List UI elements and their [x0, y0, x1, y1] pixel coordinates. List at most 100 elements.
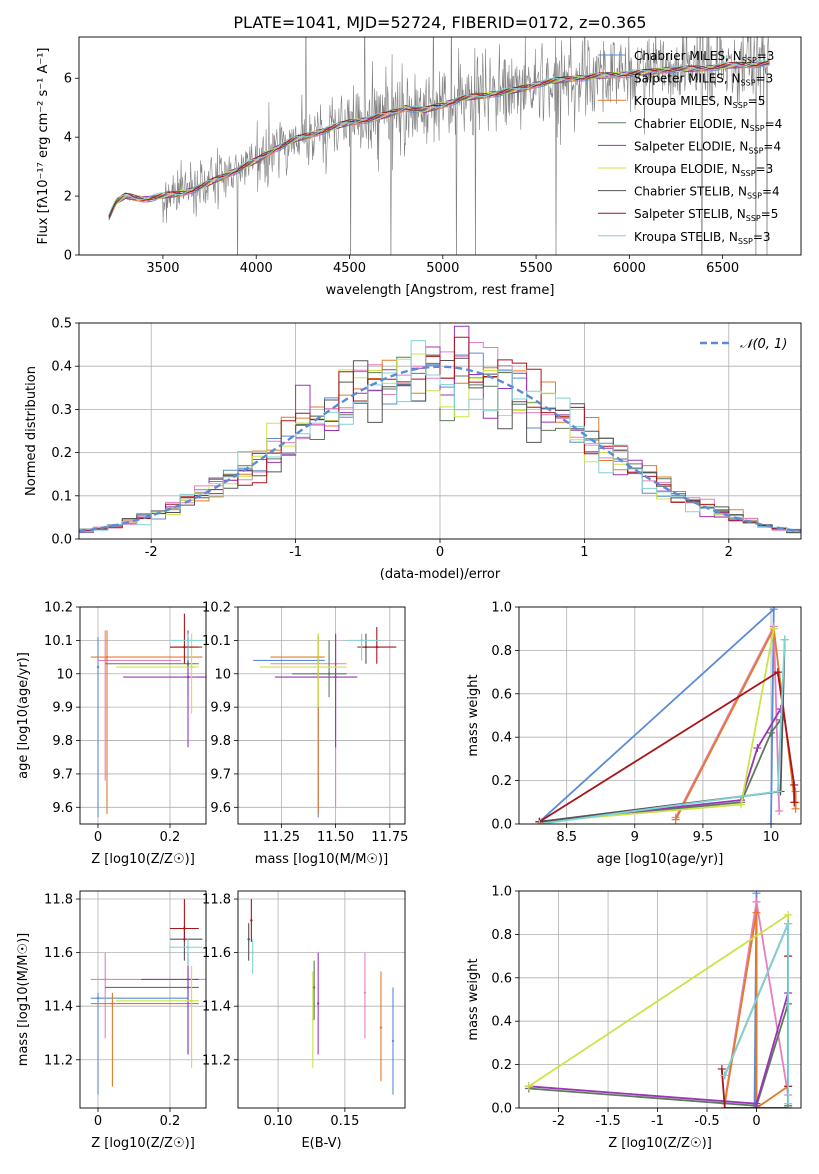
y-axis-label: mass [log10(M/M☉)]	[16, 933, 31, 1066]
mass_weight_vs_Z-frame	[518, 890, 802, 1109]
data-point-kroupa_stelib	[251, 951, 254, 954]
data-point-kroupa_elodie	[317, 665, 320, 669]
y-tick-label: 0.4	[51, 360, 72, 375]
mass_vs_ebv-plot-area	[247, 899, 395, 1095]
x-tick-label: -1	[651, 1114, 664, 1129]
x-axis-label: Z [log10(Z/Z☉)]	[608, 1136, 712, 1151]
legend-entry-chabrier_elodie: Chabrier ELODIE, NSSP=4	[634, 117, 782, 133]
y-tick-label: 11.4	[202, 1000, 231, 1015]
mass_vs_Z-axes: 0 0.2 11.2 11.4 11.6 11.8 Z [log10(Z/Z☉)] mass …	[16, 891, 206, 1151]
x-axis-label: mass [log10(M/M☉)]	[255, 852, 388, 867]
y-tick-label: 11.2	[44, 1053, 73, 1068]
y-tick-label: 11.2	[202, 1053, 231, 1068]
x-axis-label: (data-model)/error	[380, 567, 501, 582]
legend-entry-kroupa_elodie: Kroupa ELODIE, NSSP=3	[634, 162, 773, 178]
y-tick-label: 0.4	[491, 731, 512, 746]
y-tick-label: 0.8	[491, 928, 512, 943]
data-point-chabrier_miles	[391, 1039, 395, 1043]
spectrum-frame	[78, 36, 802, 256]
y-tick-label: 10	[56, 667, 73, 682]
spectrum-plot-area	[108, 37, 770, 255]
y-tick-label: 11.6	[44, 946, 73, 961]
y-tick-label: 11.4	[44, 1000, 73, 1015]
y-tick-label: 9.8	[52, 734, 73, 749]
series-marker-salpeter_elodie	[753, 744, 762, 753]
mass_vs_Z-frame	[79, 890, 207, 1109]
x-tick-label: 9.5	[693, 830, 714, 845]
y-tick-label: 0.2	[491, 1058, 512, 1073]
data-point-salpeter_stelib	[183, 927, 186, 930]
series-marker-salpeter_miles	[775, 806, 784, 815]
data-point-salpeter_miles	[104, 978, 107, 981]
legend-entry-chabrier_stelib: Chabrier STELIB, NSSP=4	[634, 185, 780, 201]
age_vs_Z-frame	[79, 606, 207, 825]
data-point-salpeter_stelib	[375, 645, 379, 649]
data-point-kroupa_miles	[105, 655, 109, 659]
series-line-kroupa_stelib	[539, 639, 786, 824]
x-tick-label: 10	[763, 830, 780, 845]
mass_weight_vs_Z-plot-area	[524, 891, 793, 1108]
x-tick-label: 0	[752, 1114, 760, 1129]
x-tick-label: 5500	[520, 261, 553, 276]
series-line-chabrier_miles	[538, 607, 775, 824]
residual_histogram-axes: -2 -1 0 1 2 0.0 0.1 0.2 0.3 0.4 0.5 (data-model)/er…	[24, 317, 801, 582]
data-point-salpeter_stelib	[183, 645, 186, 649]
x-axis-label: Z [log10(Z/Z☉)]	[91, 1136, 195, 1151]
x-tick-label: -1	[289, 545, 302, 560]
x-tick-label: 0.15	[330, 1114, 359, 1129]
x-tick-label: 3500	[146, 261, 179, 276]
mass_weight_vs_age-plot-area	[535, 607, 800, 824]
series-marker-kroupa_miles	[791, 787, 800, 796]
y-tick-label: 10.1	[44, 634, 73, 649]
data-point-kroupa_elodie	[190, 665, 193, 669]
age_vs_mass-plot-area	[253, 627, 397, 818]
series-line-salpeter_stelib	[538, 670, 796, 823]
y-tick-label: 0.6	[491, 971, 512, 986]
legend-entry-kroupa_stelib: Kroupa STELIB, NSSP=3	[634, 230, 771, 246]
spectrum-data-line	[108, 37, 770, 255]
series-marker-kroupa_stelib	[535, 820, 544, 824]
y-tick-label: 10.2	[202, 601, 231, 616]
series-marker-salpeter_stelib	[720, 1104, 729, 1108]
legend-entry-chabrier_miles: Chabrier MILES, NSSP=3	[634, 49, 774, 65]
spectrum-legend: Chabrier MILES, NSSP=3 Salpeter MILES, NS…	[598, 49, 782, 246]
y-tick-label: 1.0	[491, 885, 512, 900]
x-tick-label: 6000	[613, 261, 646, 276]
series-marker-salpeter_miles	[752, 897, 761, 906]
y-tick-label: 11.8	[44, 893, 73, 908]
x-axis-label: wavelength [Angstrom, rest frame]	[326, 283, 555, 298]
legend-entry-salpeter_stelib: Salpeter STELIB, NSSP=5	[634, 207, 778, 223]
x-tick-label: -0.5	[694, 1114, 719, 1129]
y-tick-label: 9.9	[210, 701, 231, 716]
series-line-chabrier_stelib	[539, 639, 786, 823]
x-tick-label: 8.5	[556, 830, 577, 845]
mass_weight_vs_age-axes: 8.5 9 9.5 10 0.0 0.2 0.4 0.6 0.8 1.0 age [log10(ag…	[466, 601, 801, 867]
series-marker-kroupa_elodie	[769, 624, 778, 633]
x-tick-label: 0.2	[160, 1114, 181, 1129]
y-tick-label: 1.0	[491, 601, 512, 616]
y-tick-label: 0.1	[51, 489, 72, 504]
y-tick-label: 10	[214, 667, 231, 682]
series-line-chabrier_elodie	[539, 719, 782, 823]
x-tick-label: 9	[631, 830, 639, 845]
series-marker-kroupa_miles	[752, 908, 761, 917]
spectrum-model-kroupa_stelib	[108, 59, 770, 215]
data-point-kroupa_miles	[379, 1026, 383, 1029]
spectrum-model-chabrier_stelib	[108, 61, 770, 219]
y-axis-label: mass weight	[466, 958, 481, 1040]
legend-entry-kroupa_miles: Kroupa MILES, NSSP=5	[634, 94, 765, 110]
y-tick-label: 0.5	[51, 317, 72, 332]
data-point-chabrier_elodie	[327, 672, 331, 675]
y-axis-label: mass weight	[466, 674, 481, 756]
x-tick-label: -1.5	[595, 1114, 620, 1129]
series-marker-salpeter_stelib	[790, 780, 799, 789]
y-tick-label: 0.3	[51, 403, 72, 418]
data-point-chabrier_miles	[96, 996, 100, 1000]
age_vs_Z-axes: 0 0.2 9.6 9.7 9.8 9.9 10 10.1 10.2 Z [log10(Z/Z☉)…	[16, 601, 206, 867]
x-tick-label: 0.2	[160, 830, 181, 845]
data-point-kroupa_stelib	[360, 639, 363, 642]
x-tick-label: 5000	[426, 261, 459, 276]
x-tick-label: 11.25	[263, 830, 300, 845]
x-tick-label: 1	[580, 545, 588, 560]
